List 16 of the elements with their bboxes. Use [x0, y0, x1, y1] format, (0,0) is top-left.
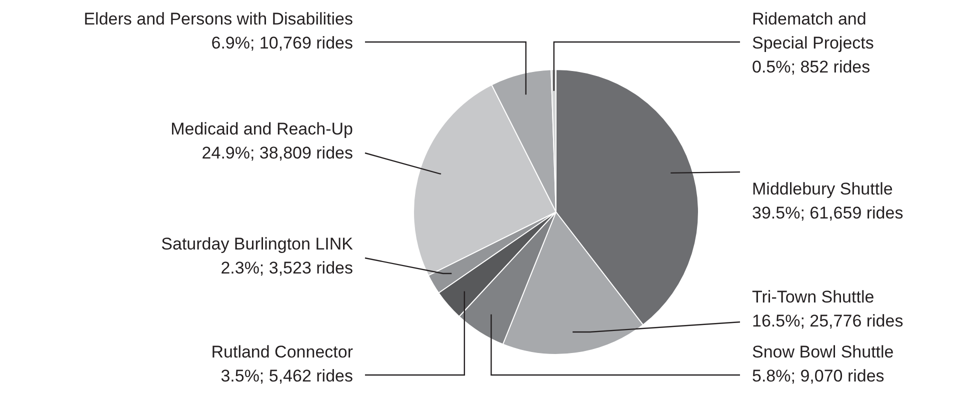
slice-label: Snow Bowl Shuttle: [752, 342, 894, 362]
data-label: 6.9%; 10,769 rides: [211, 34, 353, 53]
data-label: 3.5%; 5,462 rides: [220, 366, 353, 386]
slice-label: Tri-Town Shuttle: [752, 288, 874, 307]
data-label: 5.8%; 9,070 rides: [752, 366, 884, 386]
slice-label: Rutland Connector: [211, 342, 354, 362]
slice-label: Saturday Burlington LINK: [161, 234, 354, 254]
slice-label: Medicaid and Reach-Up: [170, 120, 353, 139]
slice-label: Middlebury Shuttle: [752, 180, 893, 199]
data-label: 39.5%; 61,659 rides: [752, 204, 904, 223]
data-label: 0.5%; 852 rides: [752, 58, 870, 77]
data-label: 24.9%; 38,809 rides: [202, 144, 353, 163]
data-label: 2.3%; 3,523 rides: [220, 258, 353, 278]
data-label: 16.5%; 25,776 rides: [752, 312, 904, 331]
slice-label: Ridematch and Special Projects: [752, 10, 874, 53]
slice-label: Elders and Persons with Disabilities: [84, 10, 353, 29]
